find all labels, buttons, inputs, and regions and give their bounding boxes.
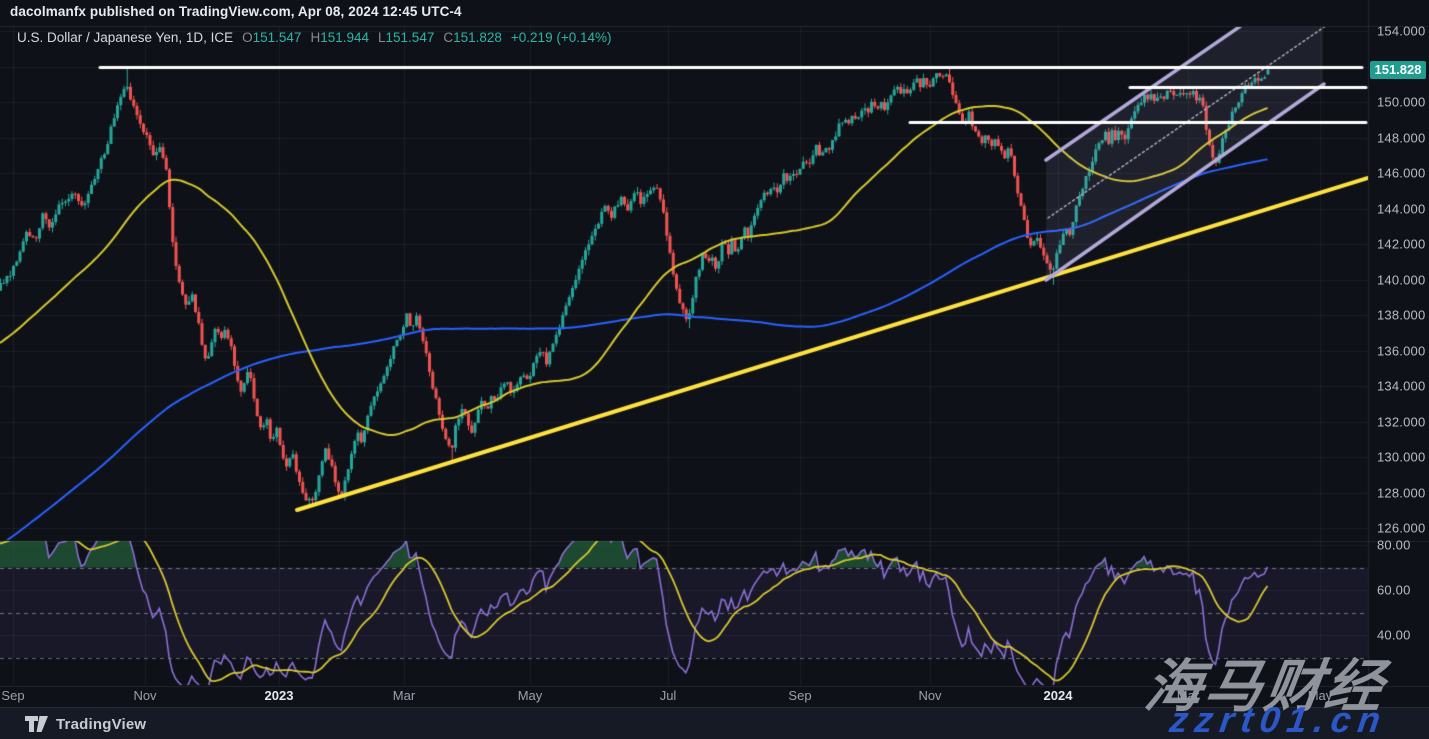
price-tick-label: 136.000	[1377, 343, 1426, 358]
close-label: C	[443, 30, 454, 45]
time-tick-label: Mar	[392, 688, 416, 703]
price-tick-label: 128.000	[1377, 485, 1426, 500]
open-label: O	[242, 30, 253, 45]
ohlc-low: L 151.547	[378, 30, 434, 45]
time-tick-label: Sep	[788, 688, 812, 703]
time-tick-label: May	[1307, 688, 1333, 703]
publish-info: dacolmanfx published on TradingView.com,…	[10, 4, 462, 19]
time-tick-label: Mar	[1176, 688, 1200, 703]
high-label: H	[310, 30, 321, 45]
rsi-tick-label: 40.00	[1377, 627, 1411, 643]
tradingview-logo[interactable]: TradingView	[25, 716, 146, 733]
price-scale[interactable]: 154.000 150.000 148.000 146.000 144.000 142.0…	[1368, 0, 1429, 707]
time-tick-label: Sep	[1, 688, 25, 703]
rsi-tick-label: 60.00	[1377, 582, 1411, 598]
price-tick-label: 148.000	[1377, 130, 1426, 145]
time-scale[interactable]: Sep Nov 2023 Mar May Jul Sep Nov 2024 Mar May	[0, 685, 1368, 707]
price-tick-label: 132.000	[1377, 414, 1426, 429]
price-tick-label: 138.000	[1377, 307, 1426, 323]
time-tick-label: May	[517, 688, 543, 703]
change-value: +0.219 (+0.14%)	[510, 30, 612, 45]
price-tick-label: 134.000	[1377, 378, 1426, 394]
ohlc-high: H 151.944	[310, 30, 369, 45]
time-tick-label: Nov	[918, 688, 942, 703]
price-tick-label: 150.000	[1377, 94, 1426, 110]
price-tick-label: 146.000	[1377, 165, 1426, 181]
time-tick-label: Nov	[133, 688, 157, 703]
close-value: 151.828	[453, 30, 502, 45]
bottom-toolbar: TradingView	[0, 707, 1429, 739]
price-tick-label: 154.000	[1377, 23, 1426, 39]
tradingview-logo-icon	[25, 716, 48, 732]
open-value: 151.547	[252, 30, 302, 45]
low-value: 151.547	[385, 30, 435, 45]
price-tick-label: 126.000	[1377, 520, 1426, 536]
rsi-tick-label: 80.00	[1377, 537, 1411, 553]
low-label: L	[378, 30, 386, 45]
price-tick-label: 144.000	[1377, 201, 1426, 216]
chart-legend: U.S. Dollar / Japanese Yen, 1D, ICE O 151…	[17, 30, 611, 45]
time-tick-label: 2023	[264, 688, 294, 703]
ohlc-close: C 151.828	[443, 30, 502, 45]
high-value: 151.944	[320, 30, 370, 45]
time-tick-label: 2024	[1043, 688, 1073, 703]
ohlc-open: O 151.547	[242, 30, 301, 45]
tradingview-brand-text: TradingView	[56, 715, 147, 733]
price-tick-label: 130.000	[1377, 449, 1426, 465]
symbol-title: U.S. Dollar / Japanese Yen, 1D, ICE	[17, 30, 234, 45]
price-tick-label: 142.000	[1377, 236, 1426, 252]
price-tick-label: 140.000	[1377, 272, 1426, 287]
last-price-label: 151.828	[1370, 60, 1426, 79]
time-tick-label: Jul	[659, 688, 677, 703]
